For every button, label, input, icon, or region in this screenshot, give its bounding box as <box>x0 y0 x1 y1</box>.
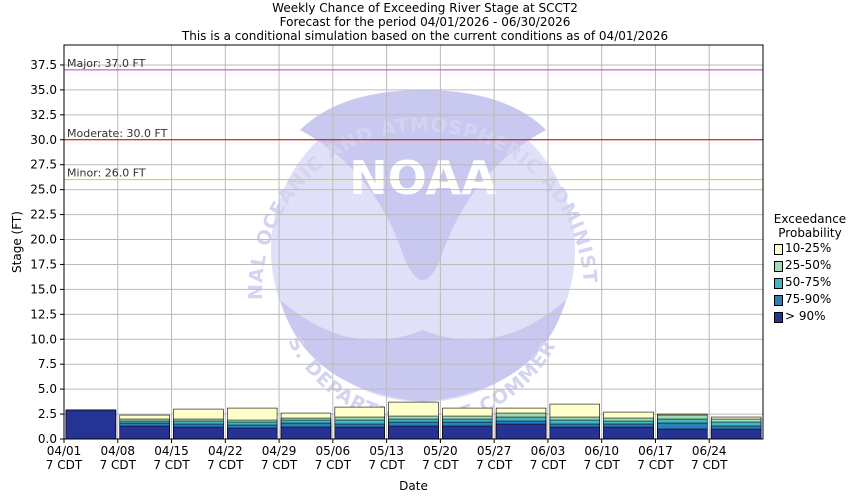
x-tick-label: 06/03 <box>531 444 566 458</box>
x-tick-label: 04/29 <box>262 444 297 458</box>
threshold-label: Major: 37.0 FT <box>67 57 146 70</box>
bars <box>65 401 762 440</box>
y-tick-label: 0.0 <box>38 432 57 446</box>
y-tick-label: 32.5 <box>30 108 57 122</box>
x-tick-sublabel: 7 CDT <box>530 458 567 472</box>
legend-label-over-90: > 90% <box>785 309 826 323</box>
y-tick-label: 17.5 <box>30 257 57 271</box>
x-tick-label: 05/06 <box>316 444 351 458</box>
x-tick-sublabel: 7 CDT <box>207 458 244 472</box>
legend-title-line-2: Probability <box>778 226 842 240</box>
x-tick-label: 06/17 <box>638 444 673 458</box>
x-tick-label: 04/01 <box>47 444 82 458</box>
bar-segment <box>710 428 762 440</box>
x-tick-sublabel: 7 CDT <box>261 458 298 472</box>
bar-segment <box>227 427 278 440</box>
x-tick-sublabel: 7 CDT <box>46 458 83 472</box>
bar-segment <box>173 426 224 440</box>
bar-segment <box>388 425 439 440</box>
watermark-logo-text: NOAA <box>349 151 497 205</box>
x-tick-label: 05/13 <box>369 444 404 458</box>
bar-segment <box>657 428 708 440</box>
legend-item-75-90: 75-90% <box>770 291 850 308</box>
x-tick-label: 04/08 <box>100 444 135 458</box>
legend-label-10-25: 10-25% <box>785 241 832 255</box>
legend-label-25-50: 25-50% <box>785 258 832 272</box>
y-tick-label: 22.5 <box>30 208 57 222</box>
x-tick-label: 06/10 <box>584 444 619 458</box>
legend-item-10-25: 10-25% <box>770 240 850 257</box>
x-tick-label: 04/15 <box>154 444 189 458</box>
legend-item-over-90: > 90% <box>770 308 850 325</box>
legend-label-75-90: 75-90% <box>785 292 832 306</box>
y-axis-ticks: 0.0 2.5 5.0 7.5 10.0 12.5 15.0 17.5 20.0 22.5 25.0… <box>30 58 64 446</box>
y-tick-label: 25.0 <box>30 183 57 197</box>
legend-swatch-75-90 <box>774 295 783 306</box>
chart-note: This is a conditional simulation based o… <box>181 29 669 43</box>
threshold-label: Moderate: 30.0 FT <box>67 127 168 140</box>
x-tick-sublabel: 7 CDT <box>153 458 190 472</box>
y-tick-label: 30.0 <box>30 133 57 147</box>
bar-segment <box>334 426 385 440</box>
flood-thresholds: Major: 37.0 FT Moderate: 30.0 FT Minor: 26… <box>64 57 763 181</box>
bar-segment <box>495 423 547 440</box>
legend: Exceedance Probability 10-25% 25-50% 50-… <box>770 212 850 325</box>
bar-segment <box>442 425 493 440</box>
legend-swatch-50-75 <box>774 278 783 289</box>
x-tick-sublabel: 7 CDT <box>637 458 674 472</box>
x-axis-label: Date <box>399 479 428 493</box>
legend-title-line-1: Exceedance <box>773 212 847 226</box>
threshold-label: Minor: 26.0 FT <box>67 167 146 180</box>
y-tick-label: 20.0 <box>30 233 57 247</box>
x-tick-sublabel: 7 CDT <box>691 458 728 472</box>
x-tick-sublabel: 7 CDT <box>368 458 405 472</box>
bar-segment <box>280 426 332 440</box>
watermark-seagull-shape <box>300 90 546 280</box>
x-tick-sublabel: 7 CDT <box>100 458 137 472</box>
bar-segment <box>549 426 600 440</box>
bar-segment <box>65 409 117 440</box>
plot-area-frame <box>63 44 764 440</box>
legend-swatch-10-25 <box>774 244 783 255</box>
x-tick-sublabel: 7 CDT <box>315 458 352 472</box>
bar-segment <box>119 425 170 440</box>
legend-swatch-25-50 <box>774 261 783 272</box>
y-axis-label: Stage (FT) <box>10 211 24 273</box>
x-tick-label: 04/22 <box>208 444 243 458</box>
legend-item-25-50: 25-50% <box>770 257 850 274</box>
chart-subtitle: Forecast for the period 04/01/2026 - 06/… <box>279 15 571 29</box>
y-tick-label: 37.5 <box>30 58 57 72</box>
x-tick-sublabel: 7 CDT <box>422 458 459 472</box>
chart-title-block: Weekly Chance of Exceeding River Stage a… <box>0 1 850 43</box>
x-tick-label: 06/24 <box>692 444 727 458</box>
x-tick-sublabel: 7 CDT <box>476 458 513 472</box>
y-tick-label: 7.5 <box>38 357 57 371</box>
legend-label-50-75: 50-75% <box>785 275 832 289</box>
bar-segment <box>603 426 654 440</box>
y-tick-label: 5.0 <box>38 382 57 396</box>
y-tick-label: 27.5 <box>30 158 57 172</box>
legend-swatch-over-90 <box>774 312 783 323</box>
y-tick-label: 10.0 <box>30 332 57 346</box>
x-tick-sublabel: 7 CDT <box>583 458 620 472</box>
x-tick-label: 05/20 <box>423 444 458 458</box>
y-tick-label: 12.5 <box>30 307 57 321</box>
chart-title: Weekly Chance of Exceeding River Stage a… <box>272 1 578 15</box>
legend-item-50-75: 50-75% <box>770 274 850 291</box>
y-tick-label: 15.0 <box>30 282 57 296</box>
x-tick-label: 05/27 <box>477 444 512 458</box>
y-tick-label: 35.0 <box>30 83 57 97</box>
y-tick-label: 2.5 <box>38 407 57 421</box>
